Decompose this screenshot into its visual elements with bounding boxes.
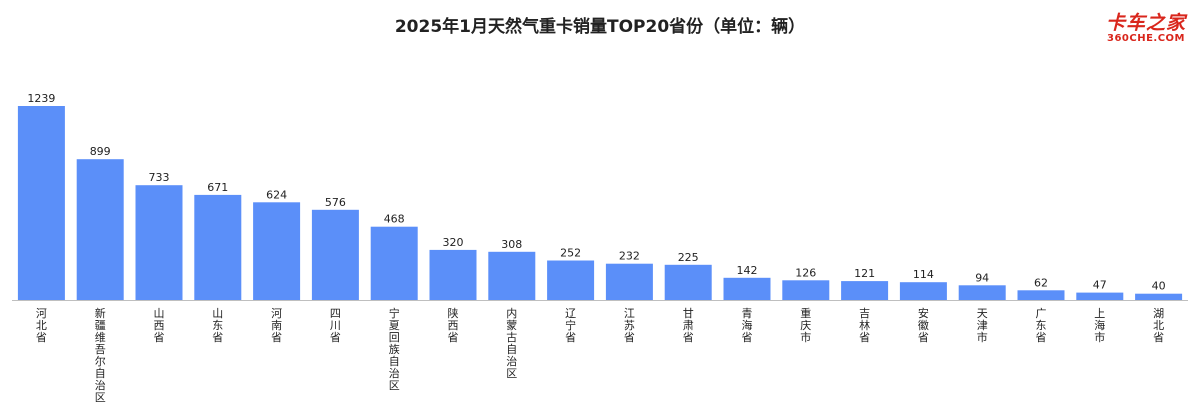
value-label-7: 320 [443, 236, 464, 249]
category-label-19: 湖北省 [1153, 307, 1164, 344]
bar-4[interactable] [253, 202, 301, 300]
value-label-19: 40 [1152, 280, 1166, 293]
value-label-4: 624 [266, 188, 287, 201]
bar-12[interactable] [723, 277, 771, 300]
category-label-8: 内蒙古自治区 [506, 306, 517, 380]
bar-16[interactable] [958, 285, 1006, 300]
bar-1[interactable] [76, 159, 124, 300]
value-label-2: 733 [149, 171, 170, 184]
category-label-17: 广东省 [1036, 307, 1047, 344]
bar-17[interactable] [1017, 290, 1065, 300]
value-label-6: 468 [384, 213, 405, 226]
bar-0[interactable] [17, 106, 65, 300]
value-label-0: 1239 [27, 92, 55, 105]
bar-19[interactable] [1135, 293, 1183, 300]
category-label-15: 安徽省 [918, 306, 929, 344]
category-label-10: 江苏省 [624, 307, 635, 344]
bar-9[interactable] [547, 260, 595, 301]
bar-3[interactable] [194, 194, 242, 300]
category-label-12: 青海省 [742, 307, 753, 344]
value-label-9: 252 [560, 247, 581, 260]
value-label-3: 671 [207, 181, 228, 194]
category-label-13: 重庆市 [800, 306, 811, 344]
bar-2[interactable] [135, 185, 183, 300]
bar-15[interactable] [899, 282, 947, 300]
value-label-14: 121 [854, 267, 875, 280]
bar-13[interactable] [782, 280, 830, 300]
logo-text: 卡车之家 [1105, 12, 1186, 34]
category-label-11: 甘肃省 [683, 307, 694, 344]
category-label-16: 天津市 [977, 307, 988, 344]
bar-5[interactable] [311, 209, 359, 300]
value-label-1: 899 [90, 145, 111, 158]
bar-7[interactable] [429, 249, 477, 300]
brand-logo[interactable]: 卡车之家 360CHE.COM [1106, 8, 1186, 44]
value-label-11: 225 [678, 251, 699, 264]
category-label-3: 山东省 [212, 307, 223, 344]
category-label-6: 宁夏回族自治区 [389, 306, 400, 392]
category-label-5: 四川省 [330, 307, 341, 344]
category-label-9: 辽宁省 [565, 307, 576, 344]
value-label-13: 126 [795, 266, 816, 279]
bar-18[interactable] [1076, 292, 1124, 300]
value-label-12: 142 [737, 264, 758, 277]
category-label-14: 吉林省 [859, 307, 870, 344]
category-label-4: 河南省 [271, 307, 282, 344]
value-label-5: 576 [325, 196, 346, 209]
category-label-2: 山西省 [154, 307, 165, 344]
labels-group: 1239 河北省 899 新疆维吾尔自治区 733 山西省 671 山东省 624 河南省 576 四… [27, 92, 1165, 404]
value-label-10: 232 [619, 250, 640, 263]
value-label-15: 114 [913, 268, 934, 281]
logo-domain: 360CHE.COM [1106, 33, 1185, 44]
category-label-18: 上海市 [1094, 307, 1105, 344]
bar-10[interactable] [605, 263, 653, 300]
category-label-1: 新疆维吾尔自治区 [95, 306, 106, 404]
value-label-17: 62 [1034, 276, 1048, 289]
value-label-18: 47 [1093, 279, 1107, 292]
bar-11[interactable] [664, 264, 712, 300]
chart-title: 2025年1月天然气重卡销量TOP20省份（单位：辆） [394, 17, 806, 37]
bar-8[interactable] [488, 251, 536, 300]
category-label-0: 河北省 [36, 307, 47, 344]
value-label-8: 308 [501, 238, 522, 251]
bar-6[interactable] [370, 226, 418, 300]
value-label-16: 94 [975, 271, 989, 284]
bars-group [17, 106, 1183, 301]
category-label-7: 陕西省 [448, 306, 459, 344]
bar-14[interactable] [841, 281, 889, 300]
